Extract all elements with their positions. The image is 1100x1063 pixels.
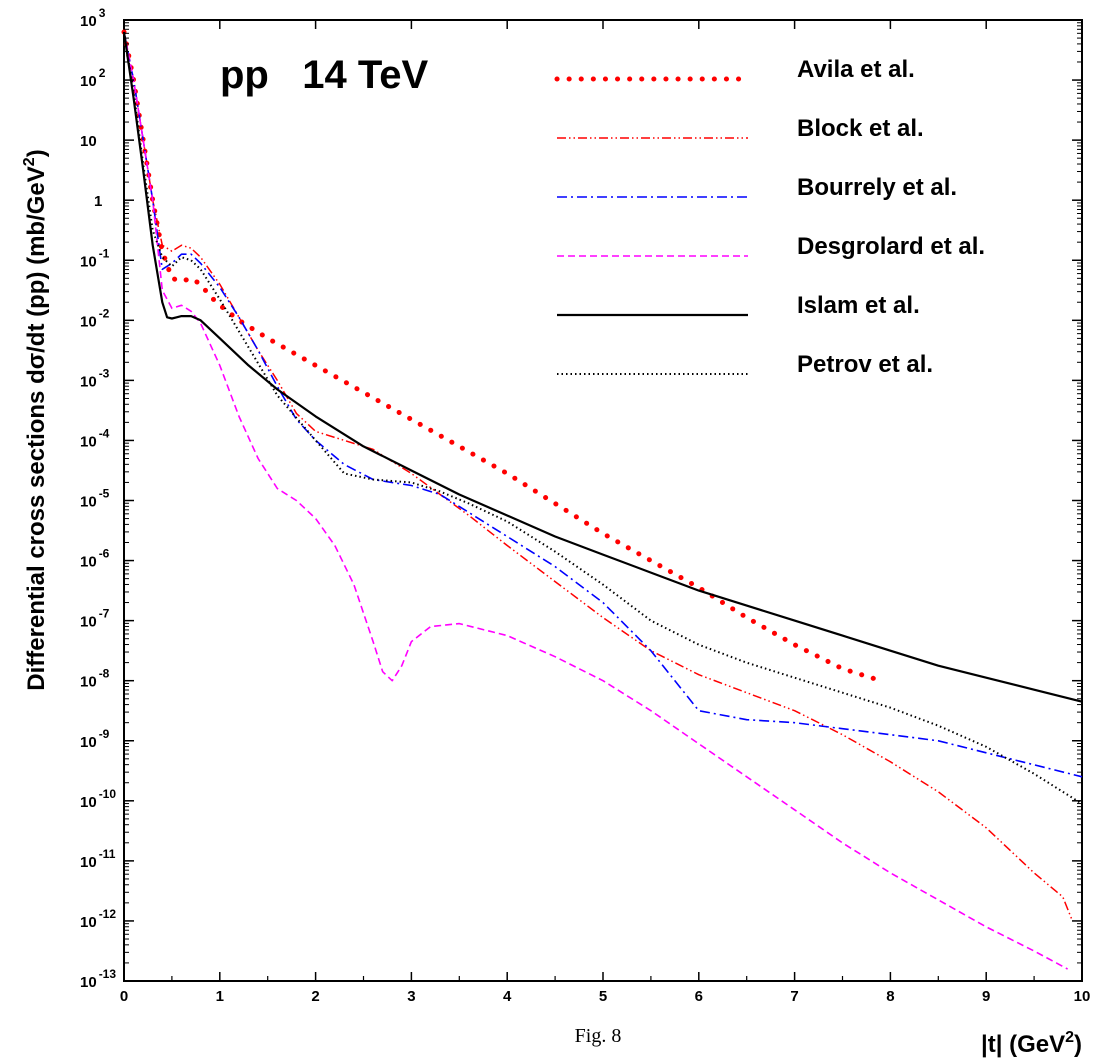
x-tick-label: 6 [695,988,703,1005]
y-tick-label: 10 -6 [80,547,110,571]
y-tick-label: 1 [94,193,102,210]
y-tick-label: 10 3 [80,6,106,30]
x-tick-label: 4 [503,988,512,1005]
x-tick-label: 1 [216,988,224,1005]
legend-label-1: Block et al. [797,115,924,142]
x-tick-label: 0 [120,988,128,1005]
figure-caption: Fig. 8 [575,1025,622,1047]
legend-label-4: Islam et al. [797,292,920,319]
legend-label-5: Petrov et al. [797,351,933,378]
chart-title: pp 14 TeV [220,53,429,97]
y-tick-label: 10 -3 [80,366,110,390]
legend-label-0: Avila et al. [797,56,915,83]
x-tick-label: 7 [790,988,798,1005]
legend: Avila et al. Block et al. Bourrely et al. D… [554,56,985,378]
y-axis-label: Differential cross sections dσ/dt (pp) (… [21,149,50,690]
series-line-3 [123,31,1068,970]
x-tick-label: 3 [407,988,415,1005]
y-axis-ticks: 10-1310-1210-1110-1010-910-810-710-610-5… [80,6,1082,991]
y-tick-label: 10 -4 [80,426,110,450]
y-tick-label: 10 2 [80,66,106,90]
y-tick-label: 10 -13 [80,967,116,991]
y-tick-label: 10 -8 [80,667,110,691]
y-tick-label: 10 -12 [80,907,116,931]
legend-label-3: Desgrolard et al. [797,233,985,260]
y-tick-label: 10 -9 [80,727,110,751]
series-line-1 [123,31,1074,922]
legend-label-2: Bourrely et al. [797,174,957,201]
y-tick-label: 10 -7 [80,607,110,631]
series-line-5 [123,31,1083,805]
series-line-4 [122,31,1083,703]
x-axis-label: |t| (GeV2) [981,1029,1082,1058]
x-tick-label: 2 [311,988,319,1005]
series-line-0 [121,29,884,684]
y-tick-label: 10 -1 [80,246,110,270]
plot-frame [123,19,1083,982]
x-tick-label: 8 [886,988,894,1005]
x-tick-label: 5 [599,988,607,1005]
x-tick-label: 10 [1074,988,1091,1005]
x-tick-label: 9 [982,988,990,1005]
y-tick-label: 10 -5 [80,487,110,511]
series-layer [121,29,1083,970]
x-axis-ticks: 0 1 2 3 4 5 6 7 8 9 10 [120,20,1091,1005]
y-tick-label: 10 -2 [80,306,110,330]
y-tick-label: 10 -11 [80,847,116,871]
y-tick-label: 10 -10 [80,787,116,811]
y-tick-label: 10 [80,133,97,150]
